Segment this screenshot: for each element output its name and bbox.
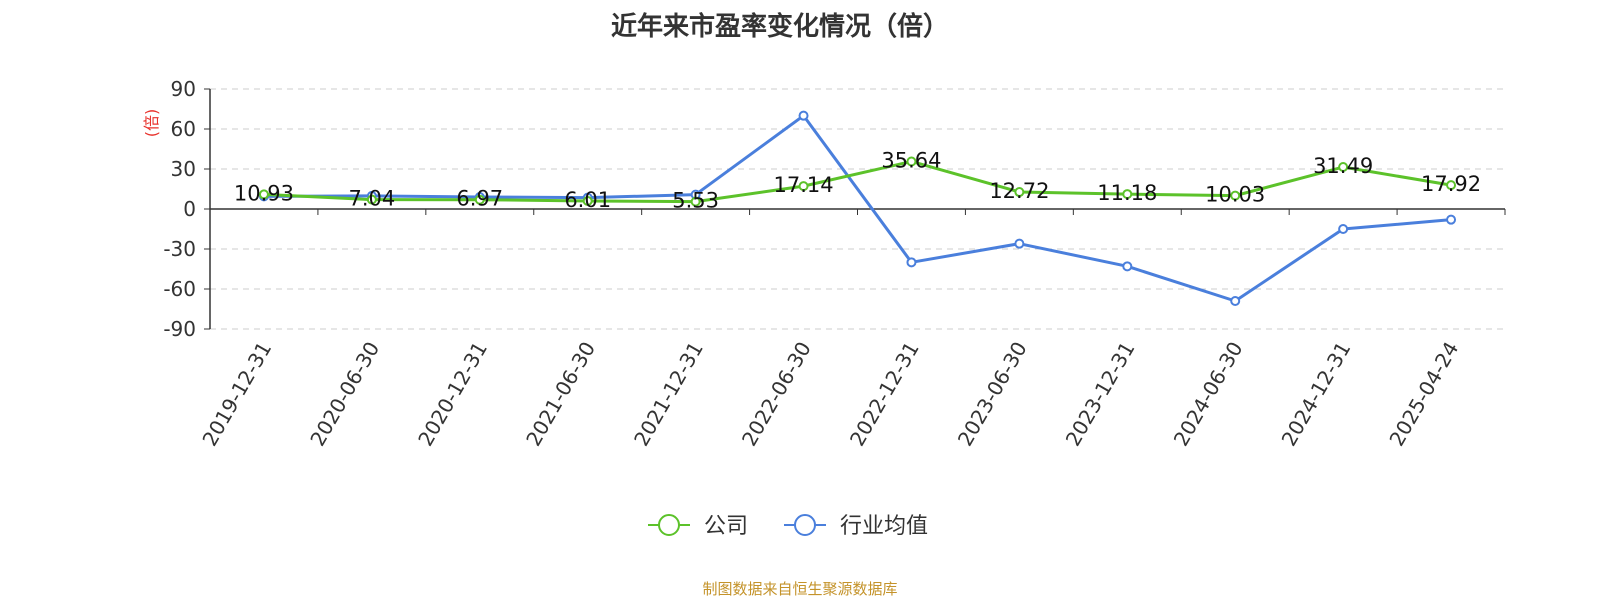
- data-point: [1446, 214, 1457, 225]
- legend: 公司 行业均值: [648, 514, 928, 539]
- data-label: 7.04: [348, 187, 395, 211]
- data-point: [1230, 296, 1241, 306]
- data-point: [1014, 187, 1025, 198]
- data-point: [1338, 224, 1349, 234]
- data-label: 17.92: [1421, 172, 1481, 196]
- data-label: 10.03: [1205, 183, 1265, 207]
- x-tick-label: 2025-04-24: [1384, 338, 1463, 451]
- data-point: [1446, 180, 1457, 191]
- y-tick-label: 90: [171, 77, 196, 101]
- x-tick-label: 2023-12-31: [1061, 338, 1140, 451]
- grid-lines: [210, 88, 1505, 330]
- data-point: [906, 257, 917, 268]
- x-tick-label: 2021-12-31: [629, 338, 708, 451]
- data-label: 10.93: [234, 181, 294, 205]
- y-tick-label: 60: [171, 117, 196, 141]
- data-label: 31.49: [1313, 154, 1373, 178]
- data-label: 5.53: [672, 189, 719, 213]
- y-tick-label: -90: [163, 317, 196, 341]
- data-point: [1014, 238, 1025, 249]
- y-tick-label: -60: [163, 277, 196, 301]
- data-point: [474, 194, 485, 205]
- data-labels: 10.93 7.04 6.97 6.01 5.53 17.14 35.64 12.72 11.1…: [234, 148, 1481, 212]
- legend-marker: [794, 514, 816, 536]
- data-label: 35.64: [881, 148, 941, 172]
- data-label: 6.97: [456, 187, 503, 211]
- legend-marker: [658, 514, 680, 536]
- data-label: 17.14: [773, 173, 833, 197]
- y-axis-label: (倍): [142, 109, 161, 138]
- data-point: [366, 194, 377, 205]
- x-tick-label: 2020-12-31: [413, 337, 492, 450]
- x-tick-label: 2022-12-31: [845, 337, 924, 450]
- data-point: [906, 156, 917, 167]
- data-point: [582, 195, 593, 206]
- data-label: 11.18: [1097, 181, 1157, 205]
- y-tick-label: 0: [183, 197, 196, 221]
- series-line-industry: [263, 114, 1452, 303]
- x-tick-label: 2022-06-30: [737, 338, 816, 451]
- x-tick-label: 2024-06-30: [1169, 338, 1248, 451]
- chart-title: 近年来市盈率变化情况（倍）: [610, 12, 949, 42]
- legend-label: 行业均值: [840, 514, 928, 539]
- data-point: [1122, 189, 1133, 200]
- source-note: 制图数据来自恒生聚源数据库: [702, 580, 898, 598]
- x-tick-label: 2020-06-30: [305, 338, 384, 451]
- series-line-company: [263, 159, 1452, 204]
- data-point: [1122, 261, 1133, 272]
- x-tick-label: 2024-12-31: [1277, 338, 1356, 451]
- y-tick-label: -30: [163, 237, 196, 261]
- data-point: [1338, 162, 1349, 173]
- legend-label: 公司: [704, 514, 748, 539]
- data-point: [798, 110, 809, 121]
- data-point: [690, 196, 701, 207]
- data-label: 12.72: [989, 179, 1049, 203]
- data-point: [798, 181, 809, 192]
- x-tick-label: 2019-12-31: [197, 338, 276, 451]
- x-tick-label: 2023-06-30: [953, 338, 1032, 451]
- y-tick-label: 30: [171, 157, 196, 181]
- x-tick-label: 2021-06-30: [521, 338, 600, 451]
- data-point: [258, 189, 269, 200]
- series-lines: [258, 110, 1457, 306]
- data-label: 6.01: [564, 188, 611, 212]
- data-point: [1230, 190, 1241, 201]
